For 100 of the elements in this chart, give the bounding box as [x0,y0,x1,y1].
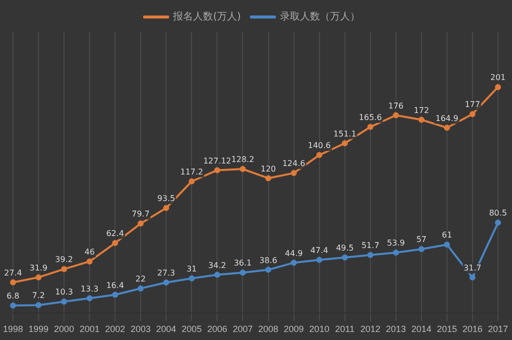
point [138,220,144,227]
point [214,167,220,174]
point [36,274,42,280]
data-label: 49.5 [336,244,354,253]
data-label: 27.4 [4,268,22,278]
data-label: 39.2 [55,255,73,264]
point [86,258,93,264]
point [444,242,450,248]
point [316,256,322,263]
point [495,220,501,226]
x-tick-label: 2011 [335,324,355,334]
point [392,112,399,118]
point [86,295,93,302]
point [367,252,374,258]
point [112,292,118,298]
x-tick-label: 2002 [105,324,126,334]
x-tick-label: 2015 [436,324,457,334]
point [188,275,195,282]
point [444,124,450,131]
data-label: 27.3 [157,268,176,278]
data-label: 34.2 [208,260,226,270]
data-label: 31 [186,264,197,274]
point [392,250,399,256]
point [418,116,424,123]
x-tick-label: 2007 [232,324,253,334]
data-label: 140.6 [308,141,331,150]
data-label: 80.5 [489,208,507,218]
point [469,111,476,118]
point [214,272,220,278]
x-tick-label: 2013 [386,324,406,334]
point [316,152,322,158]
legend-label: 报名人数(万人) [172,10,241,23]
x-tick-label: 2017 [488,324,508,334]
data-label: 38.6 [259,256,278,265]
data-label: 165.6 [358,113,382,122]
data-label: 7.2 [32,291,45,300]
point [36,302,42,308]
point [495,84,501,90]
x-tick-label: 2014 [411,324,432,334]
x-tick-label: 2008 [258,324,278,334]
x-tick-label: 2012 [360,324,380,334]
x-tick-label: 1999 [28,324,49,334]
data-label: 53.9 [386,238,405,248]
x-tick-label: 2003 [130,324,151,334]
point [265,175,272,182]
point [240,270,246,276]
point [188,178,195,184]
data-label: 128.2 [231,155,254,164]
data-label: 57 [416,235,427,244]
point [10,279,16,286]
point [265,266,272,273]
data-label: 31.7 [464,264,482,273]
legend-label: 录取人数（万人） [280,12,360,23]
data-label: 127.12 [203,156,232,166]
data-label: 177 [464,100,480,110]
data-label: 13.3 [80,284,98,294]
data-label: 46 [84,248,95,257]
data-label: 47.4 [310,246,328,255]
x-tick-label: 2001 [80,324,100,334]
point [342,254,348,261]
point [342,140,348,146]
point [290,260,297,266]
x-tick-label: 2005 [182,324,202,334]
point [10,302,16,309]
x-tick-label: 2000 [54,324,74,334]
point [138,285,144,292]
point [61,298,68,305]
data-label: 117.2 [180,167,204,176]
x-tick-label: 2004 [156,324,176,334]
point [163,205,170,212]
point [367,124,374,130]
data-label: 201 [490,73,506,82]
data-label: 172 [414,106,430,115]
data-label: 6.8 [6,292,20,301]
data-label: 120 [260,164,276,174]
x-tick-label: 2016 [462,324,482,334]
data-label: 62.4 [106,229,124,238]
data-label: 93.5 [157,194,176,204]
point [112,240,118,246]
x-tick-label: 2006 [207,324,228,334]
data-label: 79.7 [132,210,150,219]
data-label: 10.3 [55,288,73,297]
x-tick-label: 2010 [309,324,330,334]
x-tick-label: 1998 [2,324,24,334]
point [469,274,476,281]
data-label: 61 [442,230,452,240]
data-label: 22 [136,274,146,284]
data-label: 16.4 [106,280,124,290]
point [240,166,246,172]
point [163,279,170,286]
data-label: 31.9 [30,263,48,272]
data-label: 51.7 [361,241,380,250]
data-label: 151.1 [333,129,356,138]
point [290,170,297,176]
point [61,266,68,272]
point [418,246,424,252]
data-label: 164.9 [435,114,458,123]
data-label: 36.1 [234,258,252,268]
data-label: 44.9 [284,248,303,258]
data-label: 176 [388,101,404,110]
